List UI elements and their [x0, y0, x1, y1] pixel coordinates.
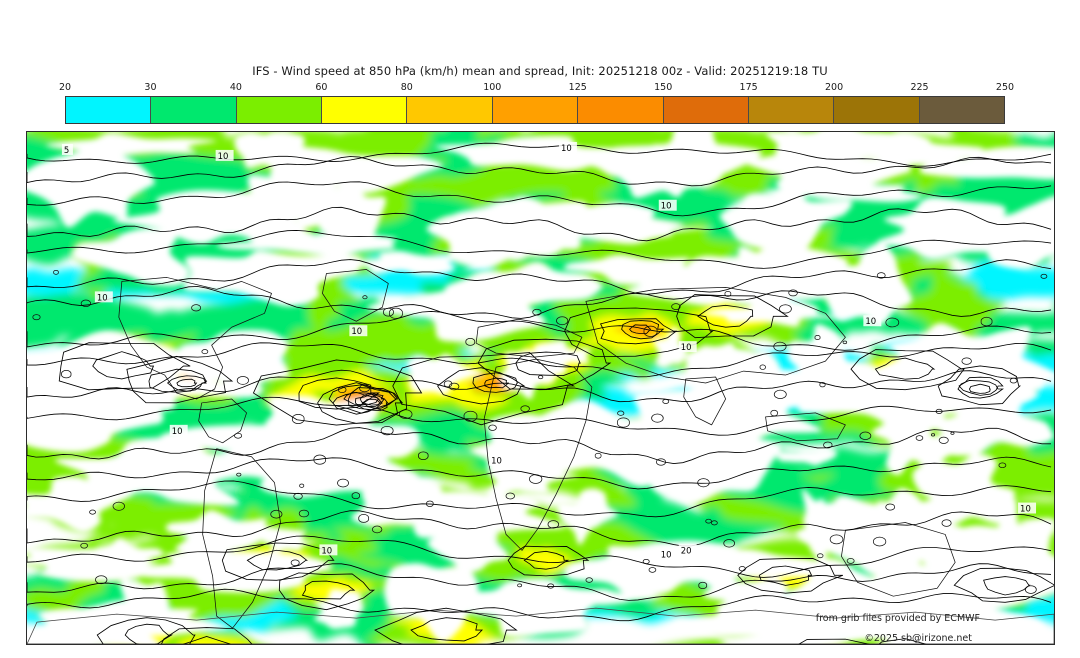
svg-text:10: 10 — [661, 201, 672, 211]
colorbar-band-40-60 — [236, 97, 323, 123]
colorbar-band-225-250 — [919, 97, 1004, 123]
colorbar-tick-150: 150 — [654, 82, 673, 93]
svg-text:10: 10 — [321, 545, 332, 555]
colorbar-tick-40: 40 — [229, 82, 242, 93]
svg-text:10: 10 — [1020, 504, 1031, 514]
colorbar-tick-labels: 20 30 40 60 80 100 125 150 175 200 225 250 — [59, 82, 1014, 96]
svg-text:10: 10 — [351, 326, 362, 336]
svg-text:10: 10 — [561, 143, 572, 153]
svg-text:10: 10 — [491, 456, 502, 466]
map-canvas[interactable]: 5 10 10 10 10 10 10 10 10 10 20 10 10 10 — [26, 131, 1055, 645]
colorbar-band-200-225 — [834, 97, 920, 123]
colorbar-tick-250: 250 — [995, 82, 1015, 93]
page-title: IFS - Wind speed at 850 hPa (km/h) mean … — [252, 64, 828, 78]
colorbar-band-175-200 — [748, 97, 835, 123]
colorbar-tick-20: 20 — [58, 82, 72, 93]
colorbar-tick-80: 80 — [400, 82, 413, 93]
data-source-credit: from grib files provided by ECMWF — [815, 613, 980, 624]
colorbar-tick-125: 125 — [568, 82, 587, 93]
svg-text:10: 10 — [218, 151, 229, 161]
svg-text:10: 10 — [172, 426, 183, 436]
svg-text:5: 5 — [64, 145, 69, 155]
map-field-svg: 5 10 10 10 10 10 10 10 10 10 20 10 10 10 — [27, 132, 1054, 644]
colorbar-band-30-40 — [151, 97, 237, 123]
colorbar-tick-100: 100 — [483, 82, 502, 93]
svg-text:10: 10 — [97, 292, 108, 302]
svg-text:10: 10 — [865, 316, 876, 326]
colorbar-tick-30: 30 — [144, 82, 157, 93]
colorbar: 20 30 40 60 80 100 125 150 175 200 225 250 — [59, 82, 1014, 126]
svg-text:10: 10 — [661, 549, 672, 559]
colorbar-bands — [65, 96, 1005, 124]
colorbar-band-20-30 — [66, 97, 152, 123]
colorbar-band-125-150 — [578, 97, 664, 123]
colorbar-band-60-80 — [322, 97, 408, 123]
copyright-notice: ©2025 sb@irizone.net — [864, 633, 972, 644]
colorbar-tick-200: 200 — [825, 82, 844, 93]
svg-text:20: 20 — [681, 545, 692, 555]
colorbar-tick-60: 60 — [315, 82, 328, 93]
svg-text:10: 10 — [681, 342, 692, 352]
colorbar-tick-225: 225 — [910, 82, 929, 93]
colorbar-band-100-125 — [492, 97, 579, 123]
colorbar-band-150-175 — [663, 97, 749, 123]
colorbar-band-80-100 — [407, 97, 493, 123]
colorbar-tick-175: 175 — [739, 82, 758, 93]
